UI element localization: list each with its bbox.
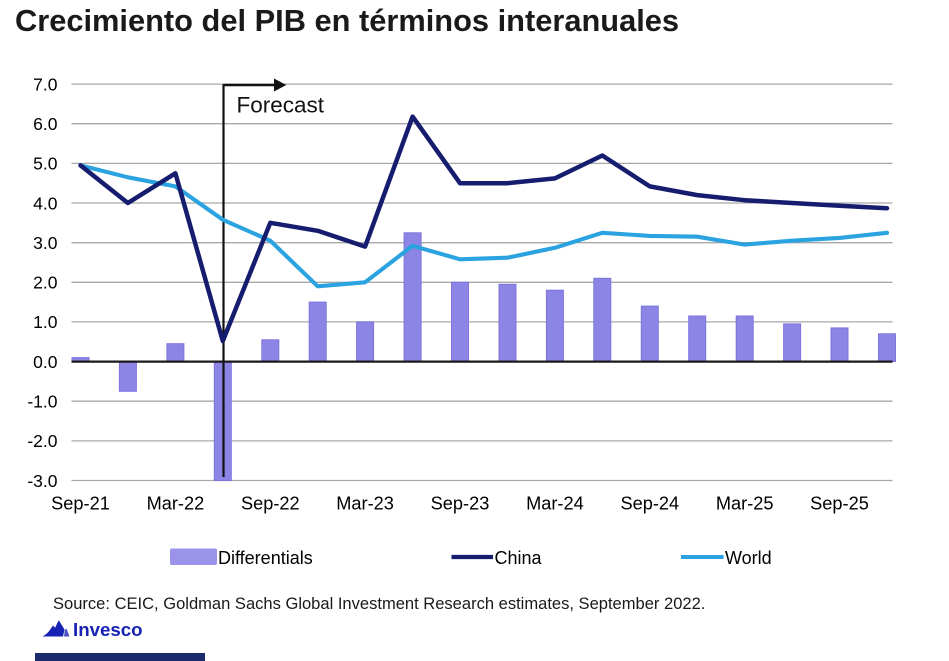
svg-text:Differentials: Differentials <box>218 548 313 568</box>
svg-text:Invesco: Invesco <box>73 619 143 640</box>
svg-text:Mar-22: Mar-22 <box>147 494 205 514</box>
svg-text:3.0: 3.0 <box>33 233 58 253</box>
svg-text:Sep-21: Sep-21 <box>51 494 110 514</box>
svg-text:-2.0: -2.0 <box>27 431 57 451</box>
svg-text:Sep-23: Sep-23 <box>431 494 490 514</box>
svg-text:5.0: 5.0 <box>33 154 58 174</box>
svg-text:Mar-25: Mar-25 <box>716 494 774 514</box>
svg-text:2.0: 2.0 <box>33 273 58 293</box>
svg-text:Sep-25: Sep-25 <box>810 494 869 514</box>
svg-text:Forecast: Forecast <box>237 93 325 118</box>
svg-text:Sep-22: Sep-22 <box>241 494 300 514</box>
svg-text:6.0: 6.0 <box>33 114 58 134</box>
svg-text:Sep-24: Sep-24 <box>620 494 679 514</box>
svg-text:0.0: 0.0 <box>33 352 58 372</box>
svg-text:1.0: 1.0 <box>33 312 58 332</box>
svg-text:4.0: 4.0 <box>33 193 58 213</box>
svg-text:Mar-24: Mar-24 <box>526 494 584 514</box>
svg-text:World: World <box>725 548 772 568</box>
svg-text:Mar-23: Mar-23 <box>336 494 394 514</box>
svg-text:Source: CEIC, Goldman Sachs Gl: Source: CEIC, Goldman Sachs Global Inves… <box>53 594 705 613</box>
svg-text:China: China <box>495 548 543 568</box>
svg-text:-1.0: -1.0 <box>27 392 57 412</box>
svg-text:-3.0: -3.0 <box>27 471 57 491</box>
svg-text:7.0: 7.0 <box>33 74 58 94</box>
